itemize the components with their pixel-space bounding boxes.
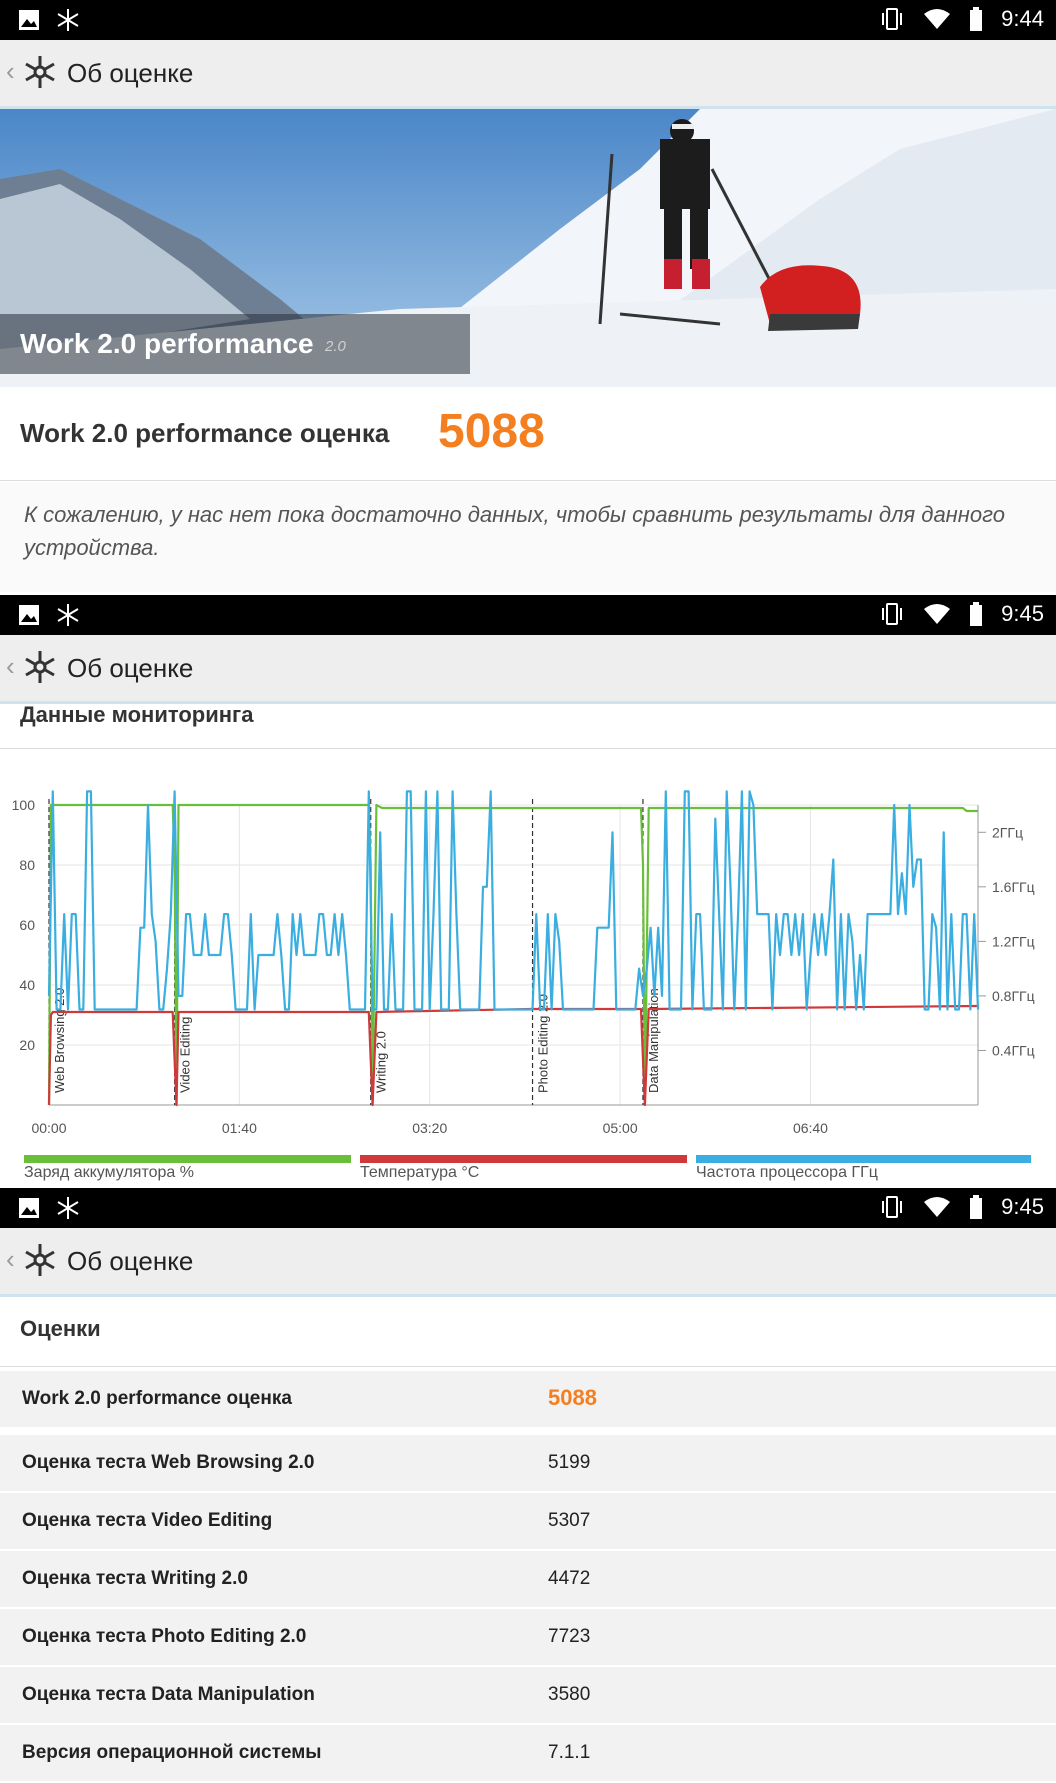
legend-swatch-battery (24, 1155, 351, 1163)
score-value: 3580 (548, 1684, 591, 1705)
x-tick-label: 01:40 (222, 1120, 257, 1136)
test-marker-label: Writing 2.0 (374, 1031, 389, 1093)
right-tick-label: 1.6ГГц (992, 879, 1035, 895)
monitoring-chart: 20 40 60 80 100 00:00 01:40 03:20 05:00 06:40 0.4Г… (12, 790, 1035, 1136)
right-tick-label: 0.4ГГц (992, 1042, 1035, 1058)
right-tick-label: 0.8ГГц (992, 988, 1035, 1004)
score-value: 4472 (548, 1568, 591, 1589)
hero-caption: Work 2.0 performance 2.0 (0, 314, 470, 374)
back-button[interactable]: ‹ (6, 1244, 15, 1274)
battery-icon (970, 7, 983, 31)
table-row: Work 2.0 performance оценка 5088 (0, 1371, 1056, 1429)
hero-version: 2.0 (325, 338, 346, 355)
x-tick-label: 06:40 (793, 1120, 828, 1136)
vibrate-icon (882, 1196, 903, 1218)
y-tick-label: 80 (19, 857, 35, 873)
clock: 9:44 (1001, 6, 1044, 31)
right-tick-label: 2ГГц (992, 824, 1023, 840)
wifi-icon (924, 604, 951, 624)
table-row: Оценка теста Photo Editing 2.0 7723 (0, 1609, 1056, 1667)
hero-title: Work 2.0 performance (20, 328, 314, 359)
divider (0, 1366, 1056, 1367)
y-tick-label: 40 (19, 977, 35, 993)
status-bar: 9:44 (0, 0, 1056, 40)
x-tick-label: 00:00 (31, 1120, 66, 1136)
test-marker-label: Web Browsing 2.0 (52, 988, 67, 1093)
table-row: Оценка теста Web Browsing 2.0 5199 (0, 1435, 1056, 1493)
y-tick-label: 100 (12, 797, 36, 813)
scores-title: Оценки (20, 1316, 101, 1341)
comparison-note: К сожалению, у нас нет пока достаточно д… (0, 482, 1056, 592)
score-name: Оценка теста Photo Editing 2.0 (22, 1626, 307, 1647)
score-name: Оценка теста Web Browsing 2.0 (22, 1452, 315, 1473)
battery-icon (970, 602, 983, 626)
divider (0, 748, 1056, 749)
page-title: Об оценке (67, 653, 194, 683)
overall-score-label: Work 2.0 performance оценка (20, 418, 390, 448)
wifi-icon (924, 1197, 951, 1217)
score-value: 5199 (548, 1452, 591, 1473)
x-tick-label: 03:20 (412, 1120, 447, 1136)
snowflake-icon (57, 604, 79, 626)
image-icon (19, 1198, 39, 1218)
score-name: Версия операционной системы (22, 1742, 322, 1763)
score-name: Оценка теста Video Editing (22, 1510, 273, 1531)
score-name: Оценка теста Writing 2.0 (22, 1568, 248, 1589)
vibrate-icon (882, 603, 903, 625)
score-name: Work 2.0 performance оценка (22, 1388, 292, 1409)
hero-image: Work 2.0 performance 2.0 (0, 109, 1056, 387)
image-icon (19, 10, 39, 30)
3dmark-logo-icon (25, 56, 55, 88)
page-title: Об оценке (67, 1246, 194, 1276)
3dmark-logo-icon (25, 1244, 55, 1276)
battery-icon (970, 1195, 983, 1219)
app-bar: ‹ Об оценке (0, 1228, 1056, 1297)
table-row: Оценка теста Writing 2.0 4472 (0, 1551, 1056, 1609)
score-value: 7723 (548, 1626, 591, 1647)
table-row: Оценка теста Video Editing 5307 (0, 1493, 1056, 1551)
snowflake-icon (57, 9, 79, 31)
table-row: Версия операционной системы 7.1.1 (0, 1725, 1056, 1783)
test-marker-label: Data Manipulation (646, 988, 661, 1093)
cpu-frequency-series-line (47, 790, 980, 1011)
legend-label-cpu-frequency: Частота процессора ГГц (696, 1164, 878, 1181)
clock: 9:45 (1001, 601, 1044, 626)
legend-label-battery: Заряд аккумулятора % (24, 1164, 194, 1181)
app-bar: ‹ Об оценке (0, 635, 1056, 704)
image-icon (19, 605, 39, 625)
page-title: Об оценке (67, 58, 194, 88)
y-tick-label: 60 (19, 917, 35, 933)
snowflake-icon (57, 1197, 79, 1219)
test-marker-label: Video Editing (178, 1017, 193, 1093)
legend-label-temperature: Температура °C (360, 1164, 480, 1181)
overall-score-row: Work 2.0 performance оценка 5088 (0, 388, 1056, 481)
score-value: 7.1.1 (548, 1742, 591, 1763)
wifi-icon (924, 9, 951, 29)
score-value: 5307 (548, 1510, 591, 1531)
temperature-series-line (47, 1004, 979, 1107)
vibrate-icon (882, 8, 903, 30)
y-tick-label: 20 (19, 1037, 35, 1053)
legend-swatch-temperature (360, 1155, 687, 1163)
back-button[interactable]: ‹ (6, 651, 15, 681)
x-tick-label: 05:00 (603, 1120, 638, 1136)
back-button[interactable]: ‹ (6, 56, 15, 86)
score-name: Оценка теста Data Manipulation (22, 1684, 315, 1705)
clock: 9:45 (1001, 1194, 1044, 1219)
3dmark-logo-icon (25, 651, 55, 683)
status-bar: 9:45 (0, 1188, 1056, 1228)
app-bar: ‹ Об оценке (0, 40, 1056, 109)
right-tick-label: 1.2ГГц (992, 933, 1035, 949)
table-row: Оценка теста Data Manipulation 3580 (0, 1667, 1056, 1725)
status-bar: 9:45 (0, 595, 1056, 635)
comparison-note-text: К сожалению, у нас нет пока достаточно д… (24, 502, 1005, 560)
monitoring-title: Данные мониторинга (20, 702, 254, 727)
score-value: 5088 (548, 1385, 597, 1410)
overall-score-value: 5088 (438, 405, 545, 458)
test-marker-label: Photo Editing 2.0 (536, 994, 551, 1093)
legend-swatch-cpu-frequency (696, 1155, 1031, 1163)
